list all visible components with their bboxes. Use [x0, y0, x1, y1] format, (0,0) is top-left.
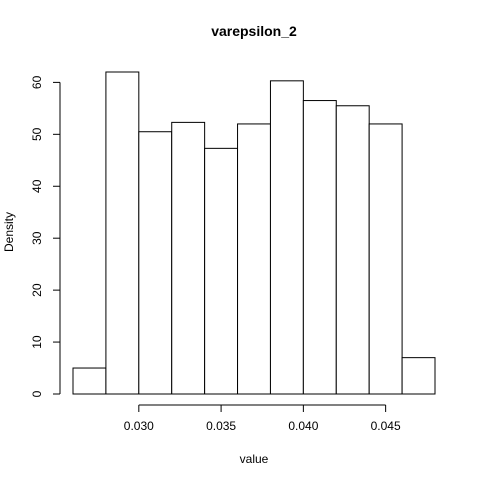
histogram-bar [335, 105, 370, 395]
y-axis: 0 10 20 30 40 50 60 [30, 75, 61, 397]
chart-title: varepsilon_2 [211, 23, 297, 39]
histogram-bar [302, 100, 337, 395]
y-tick-label: 0 [30, 390, 44, 397]
y-tick-label: 40 [30, 179, 44, 193]
histogram-bar [269, 80, 304, 395]
x-tick-label: 0.040 [288, 419, 318, 433]
x-axis-label: value [240, 452, 269, 466]
bars-group [72, 71, 436, 395]
histogram-bar [72, 367, 107, 395]
histogram-bar [171, 121, 206, 395]
y-tick-label: 10 [30, 335, 44, 349]
y-axis-label: Density [2, 212, 16, 252]
histogram-bar [237, 123, 271, 395]
x-tick-label: 0.045 [371, 419, 401, 433]
y-tick-label: 20 [30, 283, 44, 297]
x-tick-label: 0.035 [206, 419, 236, 433]
histogram-bar [368, 123, 403, 395]
y-tick-label: 60 [30, 75, 44, 89]
histogram-bar [138, 131, 173, 395]
y-tick-label: 50 [30, 127, 44, 141]
x-axis: 0.030 0.035 0.040 0.045 [124, 404, 401, 433]
histogram-bar [204, 147, 239, 395]
histogram-bar [105, 71, 140, 395]
histogram-bar [401, 357, 436, 395]
y-tick-label: 30 [30, 231, 44, 245]
x-tick-label: 0.030 [124, 419, 154, 433]
